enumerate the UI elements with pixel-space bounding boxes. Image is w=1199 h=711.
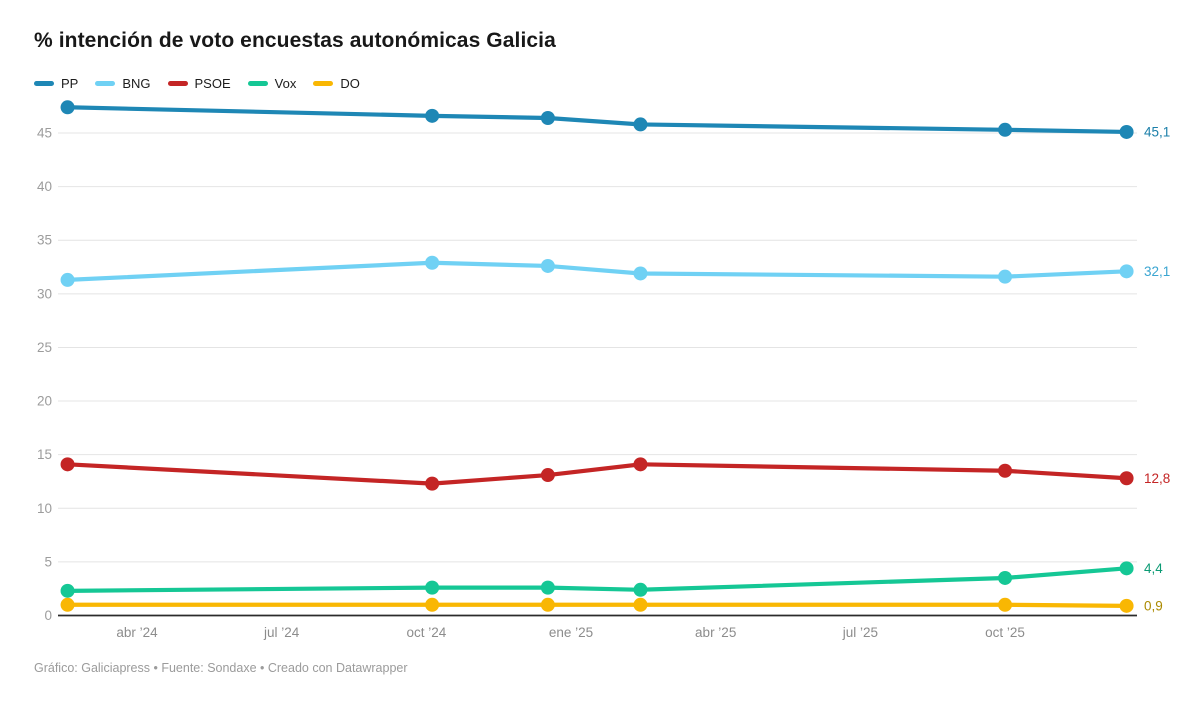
legend-swatch-icon xyxy=(34,81,54,86)
y-tick-label: 0 xyxy=(44,608,52,623)
series-line-DO xyxy=(65,602,1129,608)
end-value-label-BNG: 32,1 xyxy=(1144,264,1170,279)
data-point-PSOE-5[interactable] xyxy=(1119,471,1134,486)
data-point-PSOE-2[interactable] xyxy=(540,468,555,483)
chart-footer: Gráfico: Galiciapress • Fuente: Sondaxe … xyxy=(34,661,408,675)
y-tick-label: 30 xyxy=(37,286,52,301)
page-title: % intención de voto encuestas autonómica… xyxy=(34,29,556,52)
data-point-Vox-1[interactable] xyxy=(425,580,440,595)
data-point-DO-5[interactable] xyxy=(1119,598,1134,613)
end-value-label-PP: 45,1 xyxy=(1144,124,1170,139)
data-point-Vox-5[interactable] xyxy=(1119,561,1134,576)
end-value-label-PSOE: 12,8 xyxy=(1144,471,1170,486)
data-point-PSOE-0[interactable] xyxy=(60,457,75,472)
data-point-Vox-3[interactable] xyxy=(633,582,648,597)
data-point-PP-0[interactable] xyxy=(60,100,75,115)
y-tick-label: 20 xyxy=(37,394,52,409)
legend-item-BNG: BNG xyxy=(95,76,151,91)
data-point-DO-0[interactable] xyxy=(60,597,75,612)
y-tick-label: 45 xyxy=(37,126,52,141)
series-line-BNG xyxy=(65,260,1129,283)
legend-label: DO xyxy=(340,76,360,91)
data-point-BNG-1[interactable] xyxy=(425,255,440,270)
x-tick-label: abr ’24 xyxy=(116,625,158,640)
legend-label: BNG xyxy=(122,76,151,91)
data-point-DO-1[interactable] xyxy=(425,597,440,612)
x-tick-label: jul ’25 xyxy=(842,625,878,640)
legend-label: PSOE xyxy=(194,76,231,91)
data-point-BNG-0[interactable] xyxy=(60,272,75,287)
y-tick-label: 25 xyxy=(37,340,52,355)
data-point-PP-1[interactable] xyxy=(425,108,440,123)
data-point-DO-2[interactable] xyxy=(540,597,555,612)
data-point-DO-4[interactable] xyxy=(998,597,1013,612)
x-tick-label: jul ’24 xyxy=(263,625,300,640)
data-point-BNG-5[interactable] xyxy=(1119,264,1134,279)
data-point-BNG-2[interactable] xyxy=(540,258,555,273)
legend-swatch-icon xyxy=(313,81,334,86)
legend-item-PP: PP xyxy=(34,76,78,91)
x-tick-label: oct ’25 xyxy=(985,625,1025,640)
y-tick-label: 5 xyxy=(44,554,52,569)
y-tick-label: 40 xyxy=(37,179,52,194)
legend-swatch-icon xyxy=(95,81,116,86)
legend-swatch-icon xyxy=(167,81,188,86)
chart-legend: PP BNG PSOE Vox DO xyxy=(34,76,360,91)
legend-item-Vox: Vox xyxy=(247,76,297,91)
y-tick-label: 35 xyxy=(37,233,52,248)
legend-label: Vox xyxy=(274,76,297,91)
legend-item-PSOE: PSOE xyxy=(167,76,231,91)
legend-item-DO: DO xyxy=(313,76,360,91)
data-point-PP-5[interactable] xyxy=(1119,124,1134,139)
series-line-Vox xyxy=(65,566,1129,593)
x-tick-label: oct ’24 xyxy=(406,625,446,640)
legend-label: PP xyxy=(61,76,79,91)
data-point-PSOE-1[interactable] xyxy=(425,476,440,491)
data-point-Vox-0[interactable] xyxy=(60,583,75,598)
data-point-PSOE-4[interactable] xyxy=(998,463,1013,478)
y-tick-label: 15 xyxy=(37,447,52,462)
end-value-label-Vox: 4,4 xyxy=(1144,561,1163,576)
data-point-DO-3[interactable] xyxy=(633,597,648,612)
series-line-PP xyxy=(65,105,1129,135)
data-point-PP-4[interactable] xyxy=(998,122,1013,137)
data-point-PSOE-3[interactable] xyxy=(633,457,648,472)
data-point-Vox-2[interactable] xyxy=(540,580,555,595)
data-point-Vox-4[interactable] xyxy=(998,570,1013,585)
end-value-label-DO: 0,9 xyxy=(1144,598,1163,613)
series-line-PSOE xyxy=(65,462,1129,486)
y-tick-label: 10 xyxy=(37,501,52,516)
data-point-PP-2[interactable] xyxy=(540,110,555,125)
x-tick-label: ene ’25 xyxy=(549,625,593,640)
data-point-BNG-3[interactable] xyxy=(633,266,648,281)
data-point-BNG-4[interactable] xyxy=(998,269,1013,284)
legend-swatch-icon xyxy=(247,81,268,86)
x-tick-label: abr ’25 xyxy=(695,625,736,640)
data-point-PP-3[interactable] xyxy=(633,117,648,132)
